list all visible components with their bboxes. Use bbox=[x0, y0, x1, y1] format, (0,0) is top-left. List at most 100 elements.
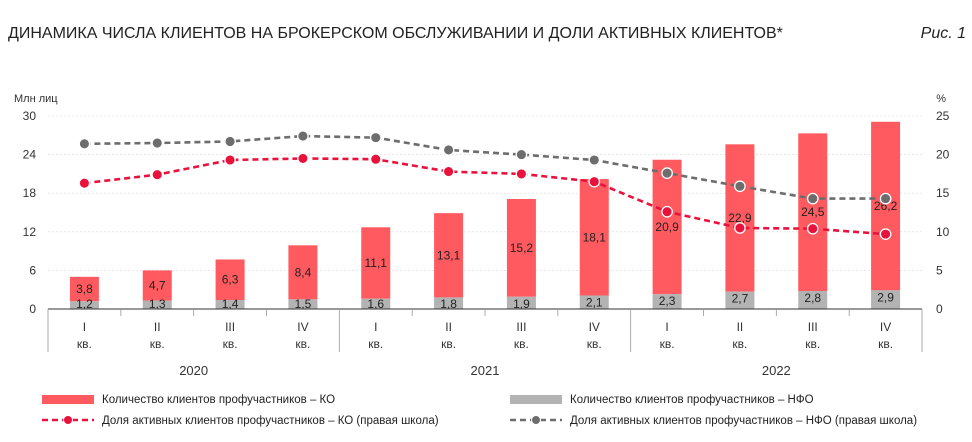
nfo-share-point bbox=[442, 144, 455, 156]
bar-ko-label: 22,9 bbox=[728, 211, 752, 225]
ko-share-point bbox=[588, 175, 601, 188]
bar-nfo-label: 1,8 bbox=[440, 297, 457, 311]
bar-nfo-label: 1,4 bbox=[222, 297, 239, 311]
bar-nfo-label: 1,9 bbox=[513, 297, 530, 311]
quarter-suffix: кв. bbox=[150, 337, 165, 351]
legend-label: Количество клиентов профучастников – НФО bbox=[570, 394, 814, 406]
legend-swatch-point bbox=[531, 415, 541, 425]
ko-share-line bbox=[84, 157, 886, 236]
bar-ko bbox=[434, 213, 464, 298]
bar-ko bbox=[725, 144, 755, 292]
quarter-label: III bbox=[225, 320, 235, 334]
figure-label: Рис. 1 bbox=[921, 25, 966, 42]
right-tick-label: 5 bbox=[936, 263, 943, 277]
bar-nfo bbox=[215, 299, 245, 309]
bar-nfo bbox=[288, 299, 318, 309]
bar-ko bbox=[798, 133, 828, 291]
bar-ko bbox=[215, 259, 245, 300]
right-tick-label: 20 bbox=[936, 148, 950, 162]
legend-label: Количество клиентов профучастников – КО bbox=[102, 394, 335, 406]
nfo-share-point bbox=[588, 154, 601, 166]
bar-nfo bbox=[652, 294, 682, 309]
bar-nfo bbox=[434, 297, 464, 309]
bar-nfo-label: 2,1 bbox=[586, 295, 603, 309]
nfo-share-line bbox=[84, 134, 886, 200]
bar-ko bbox=[506, 198, 536, 297]
quarter-label: IV bbox=[589, 320, 600, 334]
bar-nfo-label: 1,2 bbox=[76, 297, 93, 311]
left-tick-label: 6 bbox=[29, 263, 36, 277]
quarter-suffix: кв. bbox=[805, 337, 820, 351]
bar-ko-label: 24,5 bbox=[801, 205, 825, 219]
quarter-suffix: кв. bbox=[660, 337, 675, 351]
quarter-suffix: кв. bbox=[514, 337, 529, 351]
quarter-label: III bbox=[808, 320, 818, 334]
year-label: 2021 bbox=[471, 363, 500, 378]
bar-nfo-label: 1,5 bbox=[295, 297, 312, 311]
left-axis-label: Млн лиц bbox=[14, 93, 58, 105]
nfo-share-point bbox=[78, 137, 91, 150]
bar-ko-label: 6,3 bbox=[222, 273, 239, 287]
quarter-suffix: кв. bbox=[878, 337, 893, 351]
legend-label: Доля активных клиентов профучастников – … bbox=[570, 415, 917, 427]
ko-share-point bbox=[297, 152, 309, 165]
quarter-suffix: кв. bbox=[295, 337, 310, 351]
ko-share-point bbox=[442, 165, 455, 178]
nfo-share-point bbox=[734, 180, 746, 193]
nfo-share-point bbox=[515, 148, 528, 161]
bar-ko-label: 18,1 bbox=[583, 230, 607, 244]
quarter-label: II bbox=[445, 320, 452, 334]
legend-swatch-bar bbox=[42, 395, 94, 404]
right-tick-label: 15 bbox=[936, 186, 950, 200]
quarter-label: IV bbox=[297, 320, 308, 334]
quarter-label: I bbox=[374, 320, 377, 334]
ko-share-point bbox=[78, 177, 91, 190]
right-tick-label: 25 bbox=[936, 109, 950, 123]
bar-ko-label: 8,4 bbox=[295, 265, 312, 279]
bar-nfo-label: 2,8 bbox=[804, 291, 821, 305]
bar-nfo bbox=[69, 301, 99, 309]
nfo-share-point bbox=[369, 131, 382, 144]
year-label: 2022 bbox=[762, 363, 791, 378]
quarter-label: I bbox=[83, 320, 86, 334]
ko-share-point bbox=[151, 168, 164, 181]
left-tick-label: 24 bbox=[23, 148, 37, 162]
bar-nfo bbox=[579, 295, 609, 309]
quarter-suffix: кв. bbox=[223, 337, 238, 351]
left-tick-label: 0 bbox=[29, 302, 36, 316]
left-tick-label: 18 bbox=[23, 186, 37, 200]
ko-share-point bbox=[806, 222, 819, 235]
bar-ko bbox=[652, 159, 682, 295]
bar-ko-label: 3,8 bbox=[76, 282, 93, 296]
bar-nfo-label: 2,9 bbox=[877, 290, 894, 304]
bar-nfo bbox=[361, 298, 391, 309]
ko-share-point bbox=[515, 168, 528, 180]
bar-nfo bbox=[506, 296, 536, 309]
bar-ko-label: 4,7 bbox=[149, 279, 166, 293]
nfo-share-point bbox=[879, 192, 892, 205]
bar-nfo-label: 2,3 bbox=[659, 294, 676, 308]
nfo-share-point bbox=[151, 137, 164, 149]
chart-title: ДИНАМИКА ЧИСЛА КЛИЕНТОВ НА БРОКЕРСКОМ ОБ… bbox=[8, 25, 783, 42]
bar-ko bbox=[69, 276, 99, 302]
quarter-label: II bbox=[737, 320, 744, 334]
bar-nfo-label: 1,6 bbox=[367, 297, 384, 311]
quarter-label: II bbox=[154, 320, 161, 334]
quarter-label: III bbox=[516, 320, 526, 334]
legend-label: Доля активных клиентов профучастников – … bbox=[102, 415, 439, 427]
bar-nfo-label: 2,7 bbox=[732, 292, 749, 306]
ko-share-point bbox=[224, 154, 236, 166]
right-tick-label: 0 bbox=[936, 302, 943, 316]
legend-swatch-point bbox=[63, 415, 73, 425]
bar-ko bbox=[579, 179, 609, 296]
quarter-suffix: кв. bbox=[77, 337, 92, 351]
quarter-suffix: кв. bbox=[368, 337, 383, 351]
nfo-share-point bbox=[806, 192, 819, 205]
bar-nfo bbox=[142, 300, 172, 309]
quarter-label: IV bbox=[880, 320, 891, 334]
nfo-share-point bbox=[224, 135, 236, 148]
right-axis-label: % bbox=[936, 93, 946, 105]
right-tick-label: 10 bbox=[936, 225, 950, 239]
bar-ko bbox=[288, 245, 318, 300]
